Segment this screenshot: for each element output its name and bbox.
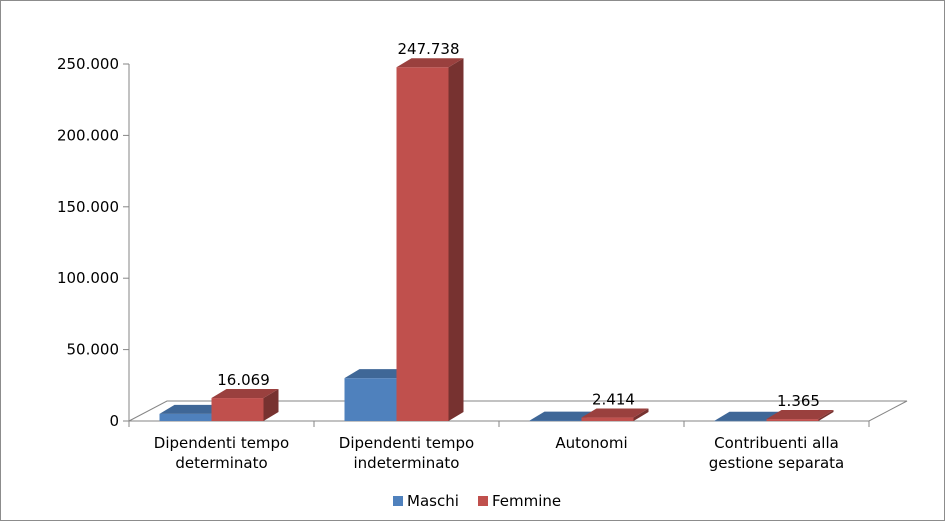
legend-swatch-femmine: [478, 496, 488, 506]
category-label: determinato: [175, 454, 267, 472]
data-label: 16.069: [217, 371, 270, 389]
bar-maschi-front: [344, 378, 397, 421]
bar-maschi-front: [529, 420, 582, 422]
category-label: Autonomi: [555, 434, 627, 452]
legend-label-femmine: Femmine: [492, 492, 561, 510]
bar-femmine-top: [396, 58, 464, 68]
category-label: indeterminato: [354, 454, 460, 472]
bar-femmine-side: [818, 410, 834, 421]
category-label: Dipendenti tempo: [339, 434, 474, 452]
category-label: Contribuenti alla: [714, 434, 839, 452]
bar-maschi-top: [529, 411, 597, 421]
y-tick-label: 100.000: [57, 269, 119, 287]
y-tick-label: 50.000: [67, 341, 120, 359]
y-tick-label: 150.000: [57, 198, 119, 216]
category-label: gestione separata: [709, 454, 844, 472]
bar-femmine-side: [263, 389, 279, 421]
bar-femmine-front: [581, 417, 634, 421]
y-tick-label: 0: [109, 412, 119, 430]
legend-swatch-maschi: [393, 496, 403, 506]
bar-maschi-top: [714, 411, 782, 421]
bar-femmine-top: [766, 410, 834, 420]
bar-maschi-top: [159, 404, 227, 414]
bar-maschi-top: [344, 369, 412, 379]
bar-femmine-front: [396, 67, 449, 421]
bar-femmine-top: [211, 389, 279, 399]
legend-label-maschi: Maschi: [407, 492, 459, 510]
data-label: 1.365: [777, 392, 820, 410]
bar-femmine-side: [633, 408, 649, 421]
bar-femmine-side: [448, 58, 464, 422]
bar-maschi-front: [714, 420, 767, 422]
bar-femmine-front: [766, 419, 819, 421]
y-tick-label: 250.000: [57, 55, 119, 73]
category-label: Dipendenti tempo: [154, 434, 289, 452]
data-label: 2.414: [592, 391, 635, 409]
data-label: 247.738: [397, 40, 459, 58]
bar-maschi-front: [159, 413, 212, 421]
bar-femmine-front: [211, 398, 264, 421]
bar-femmine-top: [581, 408, 649, 418]
y-tick-label: 200.000: [57, 126, 119, 144]
